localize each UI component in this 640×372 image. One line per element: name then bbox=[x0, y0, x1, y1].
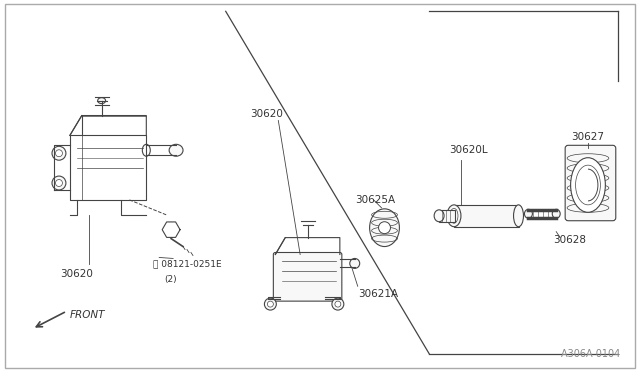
Text: (2): (2) bbox=[164, 275, 177, 284]
Ellipse shape bbox=[370, 209, 399, 247]
Circle shape bbox=[56, 180, 63, 186]
Bar bbox=[454, 205, 518, 227]
Text: 30620: 30620 bbox=[250, 109, 284, 119]
Circle shape bbox=[332, 298, 344, 310]
Text: FRONT: FRONT bbox=[70, 310, 106, 320]
Ellipse shape bbox=[447, 205, 461, 227]
Circle shape bbox=[56, 150, 63, 157]
Ellipse shape bbox=[350, 259, 360, 268]
Text: 30620: 30620 bbox=[60, 269, 93, 279]
Circle shape bbox=[264, 298, 276, 310]
Ellipse shape bbox=[450, 208, 458, 223]
Circle shape bbox=[378, 222, 390, 234]
Text: 30621A: 30621A bbox=[358, 289, 398, 299]
Text: 30625A: 30625A bbox=[355, 195, 395, 205]
Ellipse shape bbox=[571, 158, 605, 212]
Circle shape bbox=[52, 146, 66, 160]
Text: 30620L: 30620L bbox=[449, 145, 488, 155]
FancyBboxPatch shape bbox=[565, 145, 616, 221]
Ellipse shape bbox=[513, 205, 524, 227]
Bar bbox=[439, 210, 455, 222]
Text: A306A 0104: A306A 0104 bbox=[561, 349, 621, 359]
Ellipse shape bbox=[98, 98, 106, 104]
Text: Ⓑ 08121-0251E: Ⓑ 08121-0251E bbox=[153, 259, 222, 269]
Ellipse shape bbox=[169, 144, 183, 156]
Text: 30628: 30628 bbox=[553, 235, 586, 245]
Circle shape bbox=[52, 176, 66, 190]
Text: 30627: 30627 bbox=[571, 132, 604, 142]
Ellipse shape bbox=[434, 210, 444, 222]
Circle shape bbox=[335, 301, 341, 307]
Circle shape bbox=[268, 301, 273, 307]
FancyBboxPatch shape bbox=[273, 253, 342, 301]
Ellipse shape bbox=[552, 209, 560, 218]
Ellipse shape bbox=[524, 209, 532, 218]
